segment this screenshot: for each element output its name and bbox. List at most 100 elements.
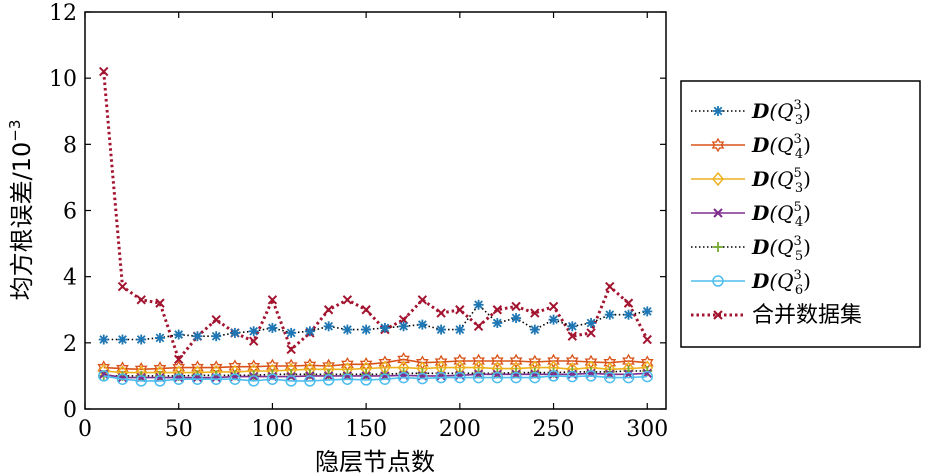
data-point-merged [473,321,484,331]
legend-item-merged: 合并数据集 [691,303,862,328]
series-line-q45 [103,372,648,379]
legend-label-open: (Q [769,201,793,225]
data-point-q33 [417,319,428,330]
legend-label: D(Q3 5) [751,234,811,264]
data-point-q63 [454,371,466,384]
data-point-q33 [642,306,653,317]
data-point-q63 [341,373,354,385]
legend-item-q35: D(Q5 3) [691,166,811,196]
data-point-merged [155,298,165,308]
data-point-merged [398,314,409,325]
y-tick-label: 12 [49,1,77,26]
data-point-q33 [98,334,109,345]
y-axis-title-exponent: −3 [6,120,24,142]
plot-area [84,11,667,410]
data-point-q43 [509,353,523,369]
y-axis-title-main: 均方根误差/10 [8,142,36,301]
data-point-q43 [490,353,504,369]
data-point-merged [586,328,596,338]
legend-label-sub: 3 [795,113,803,128]
legend-label-sup: 5 [794,200,802,215]
y-tick-label: 4 [63,266,77,291]
legend-label-text: 合并数据集 [752,303,862,328]
legend-marker-x [713,310,723,320]
data-point-merged [567,331,577,341]
data-point-merged [436,308,446,318]
legend-label: 合并数据集 [752,303,862,328]
legend-label: D(Q3 3) [751,98,811,128]
data-point-q63 [247,375,260,387]
data-point-q63 [604,371,616,384]
data-point-merged [492,305,503,315]
data-point-merged [286,344,296,355]
data-point-q33 [511,313,522,324]
legend-label-close: ) [803,269,811,293]
x-tick-label: 200 [439,417,481,442]
data-point-q63 [154,375,166,387]
data-point-q63 [622,371,635,384]
data-point-merged [323,305,334,315]
series-q33 [98,299,653,345]
legend-label-close: ) [803,133,811,157]
data-point-q63 [322,374,335,386]
data-point-q63 [472,371,485,384]
legend-label-sup: 3 [794,98,802,113]
data-point-q63 [416,372,429,385]
data-point-q63 [397,371,410,384]
data-point-q63 [229,373,241,385]
legend-label-sub: 4 [795,147,803,162]
data-point-q63 [135,375,147,387]
legend-label-sup: 3 [794,132,802,147]
data-point-q33 [136,334,147,345]
legend-label-sub: 5 [795,249,803,264]
series-line-q63 [103,375,648,382]
x-tick-label: 100 [251,417,293,442]
x-tick-label: 250 [533,417,575,442]
data-point-q63 [360,374,372,386]
data-point-q33 [323,321,334,332]
data-point-q63 [510,371,522,384]
legend-item-q43: D(Q3 4) [691,132,811,162]
legend-label: D(Q5 3) [751,166,811,196]
data-point-q33 [473,299,484,310]
data-point-q33 [248,326,259,337]
legend-marker-hexagram [711,137,725,153]
legend-marker-diamond [712,171,724,187]
data-point-q63 [529,371,541,384]
data-point-merged [605,281,615,292]
legend-label-base: D [751,167,770,191]
legend-label-open: (Q [769,99,793,123]
legend-item-q63: D(Q3 6) [691,268,811,298]
y-tick-label: 6 [63,200,77,225]
legend-marker-asterisk [713,106,723,116]
data-point-q63 [191,373,204,385]
x-axis-title: 隐层节点数 [315,448,435,475]
data-point-q33 [154,332,165,343]
data-point-merged [267,295,278,305]
data-point-q63 [641,370,654,383]
data-point-q63 [285,375,297,387]
data-point-merged [99,66,109,77]
y-tick-label: 10 [49,67,77,92]
legend-label-base: D [751,133,770,157]
series-q63 [97,370,654,387]
data-point-merged [530,308,540,318]
data-point-merged [174,354,184,365]
data-point-merged [417,295,428,305]
data-point-merged [361,305,371,315]
legend-label-open: (Q [769,235,793,259]
data-point-q33 [229,327,240,338]
data-point-q63 [585,370,597,382]
data-point-q63 [547,370,560,382]
legend-item-q33: D(Q3 3) [691,98,811,128]
data-point-merged [623,298,634,308]
y-tick-label: 0 [63,398,77,423]
data-point-q33 [436,324,447,335]
x-tick-label: 0 [78,417,92,442]
legend-label-close: ) [803,99,811,123]
data-point-q33 [342,324,353,335]
y-tick-label: 2 [63,332,77,357]
legend-label-sup: 3 [794,234,802,249]
data-point-merged [248,336,259,346]
